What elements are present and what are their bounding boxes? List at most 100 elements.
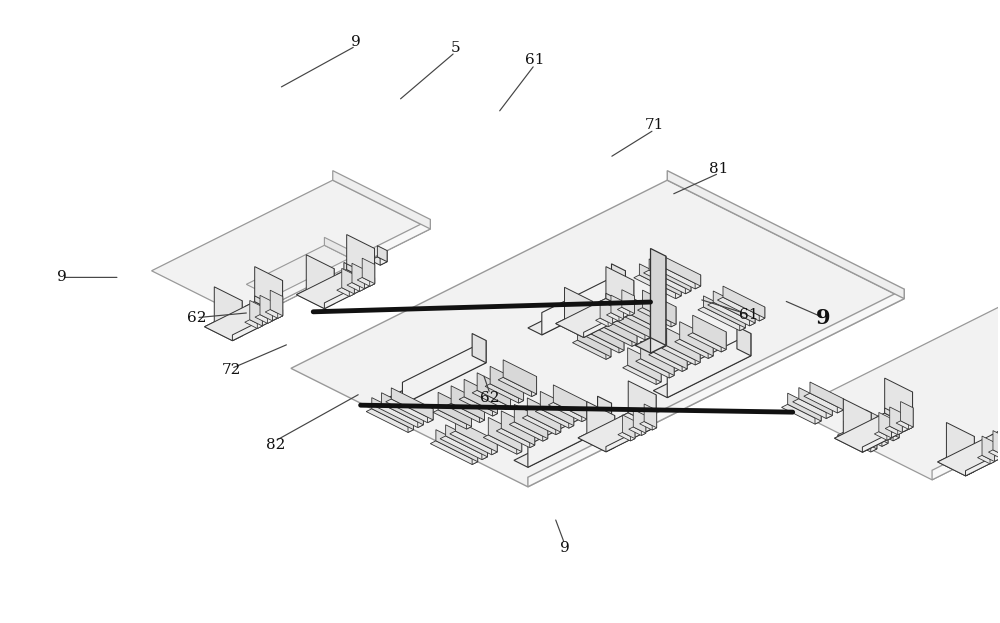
- Polygon shape: [532, 376, 537, 397]
- Polygon shape: [347, 264, 375, 283]
- Polygon shape: [232, 301, 242, 341]
- Polygon shape: [643, 290, 676, 325]
- Polygon shape: [654, 335, 687, 369]
- Polygon shape: [938, 431, 1000, 476]
- Polygon shape: [391, 388, 433, 420]
- Polygon shape: [713, 291, 755, 323]
- Polygon shape: [887, 419, 891, 440]
- Polygon shape: [246, 245, 358, 301]
- Polygon shape: [578, 434, 615, 452]
- Polygon shape: [862, 412, 871, 452]
- Polygon shape: [619, 302, 624, 321]
- Polygon shape: [978, 455, 995, 464]
- Polygon shape: [982, 436, 995, 462]
- Polygon shape: [477, 373, 511, 407]
- Polygon shape: [451, 386, 485, 420]
- Polygon shape: [782, 404, 821, 424]
- Polygon shape: [662, 346, 700, 365]
- Polygon shape: [644, 404, 657, 428]
- Polygon shape: [835, 434, 871, 452]
- Text: 61: 61: [739, 308, 759, 321]
- Polygon shape: [862, 422, 913, 452]
- Polygon shape: [344, 262, 354, 278]
- Polygon shape: [418, 414, 423, 427]
- Polygon shape: [365, 249, 375, 288]
- Polygon shape: [205, 322, 242, 341]
- Polygon shape: [472, 391, 511, 409]
- Polygon shape: [693, 315, 726, 350]
- Polygon shape: [676, 285, 681, 298]
- Polygon shape: [436, 430, 478, 462]
- Polygon shape: [472, 450, 478, 465]
- Polygon shape: [370, 264, 375, 286]
- Polygon shape: [578, 413, 656, 452]
- Polygon shape: [688, 333, 726, 352]
- Polygon shape: [540, 391, 574, 426]
- Polygon shape: [446, 403, 485, 422]
- Polygon shape: [649, 352, 687, 371]
- Polygon shape: [255, 315, 273, 323]
- Polygon shape: [519, 383, 524, 403]
- Polygon shape: [628, 381, 656, 427]
- Polygon shape: [608, 307, 613, 326]
- Polygon shape: [938, 457, 974, 476]
- Polygon shape: [522, 416, 561, 435]
- Polygon shape: [640, 422, 657, 430]
- Polygon shape: [480, 402, 485, 422]
- Polygon shape: [625, 314, 663, 333]
- Polygon shape: [793, 292, 1000, 480]
- Polygon shape: [619, 333, 624, 353]
- Polygon shape: [860, 421, 899, 441]
- Polygon shape: [506, 389, 511, 409]
- Polygon shape: [372, 397, 414, 430]
- Polygon shape: [653, 265, 701, 289]
- Polygon shape: [885, 378, 913, 427]
- Polygon shape: [370, 257, 387, 265]
- Polygon shape: [843, 399, 871, 448]
- Polygon shape: [617, 307, 634, 316]
- Polygon shape: [885, 408, 913, 427]
- Polygon shape: [685, 280, 691, 294]
- Polygon shape: [826, 404, 832, 419]
- Polygon shape: [876, 413, 913, 432]
- Polygon shape: [721, 332, 726, 352]
- Polygon shape: [485, 384, 524, 403]
- Polygon shape: [737, 326, 751, 356]
- Polygon shape: [509, 422, 548, 441]
- Polygon shape: [548, 402, 587, 422]
- Polygon shape: [708, 302, 755, 326]
- Polygon shape: [909, 408, 913, 429]
- Polygon shape: [582, 402, 587, 422]
- Polygon shape: [297, 290, 334, 308]
- Polygon shape: [352, 264, 365, 289]
- Polygon shape: [291, 180, 904, 487]
- Polygon shape: [946, 422, 974, 472]
- Polygon shape: [337, 270, 375, 288]
- Polygon shape: [268, 302, 273, 323]
- Polygon shape: [993, 430, 1000, 456]
- Polygon shape: [245, 302, 283, 320]
- Polygon shape: [799, 388, 832, 416]
- Polygon shape: [324, 237, 358, 262]
- Polygon shape: [717, 297, 765, 321]
- Polygon shape: [492, 441, 497, 455]
- Polygon shape: [606, 416, 615, 452]
- Polygon shape: [606, 313, 624, 321]
- Text: 62: 62: [480, 391, 500, 406]
- Polygon shape: [483, 435, 522, 454]
- Polygon shape: [600, 300, 613, 325]
- Polygon shape: [815, 410, 821, 424]
- Polygon shape: [450, 431, 497, 455]
- Polygon shape: [723, 286, 765, 318]
- Polygon shape: [932, 352, 1000, 480]
- Polygon shape: [893, 427, 899, 441]
- Polygon shape: [966, 440, 1000, 476]
- Polygon shape: [988, 450, 1000, 459]
- Polygon shape: [577, 323, 611, 357]
- Polygon shape: [514, 404, 548, 439]
- Polygon shape: [639, 264, 681, 296]
- Polygon shape: [606, 267, 634, 312]
- Polygon shape: [347, 283, 365, 292]
- Polygon shape: [625, 280, 634, 316]
- Text: 9: 9: [560, 541, 570, 556]
